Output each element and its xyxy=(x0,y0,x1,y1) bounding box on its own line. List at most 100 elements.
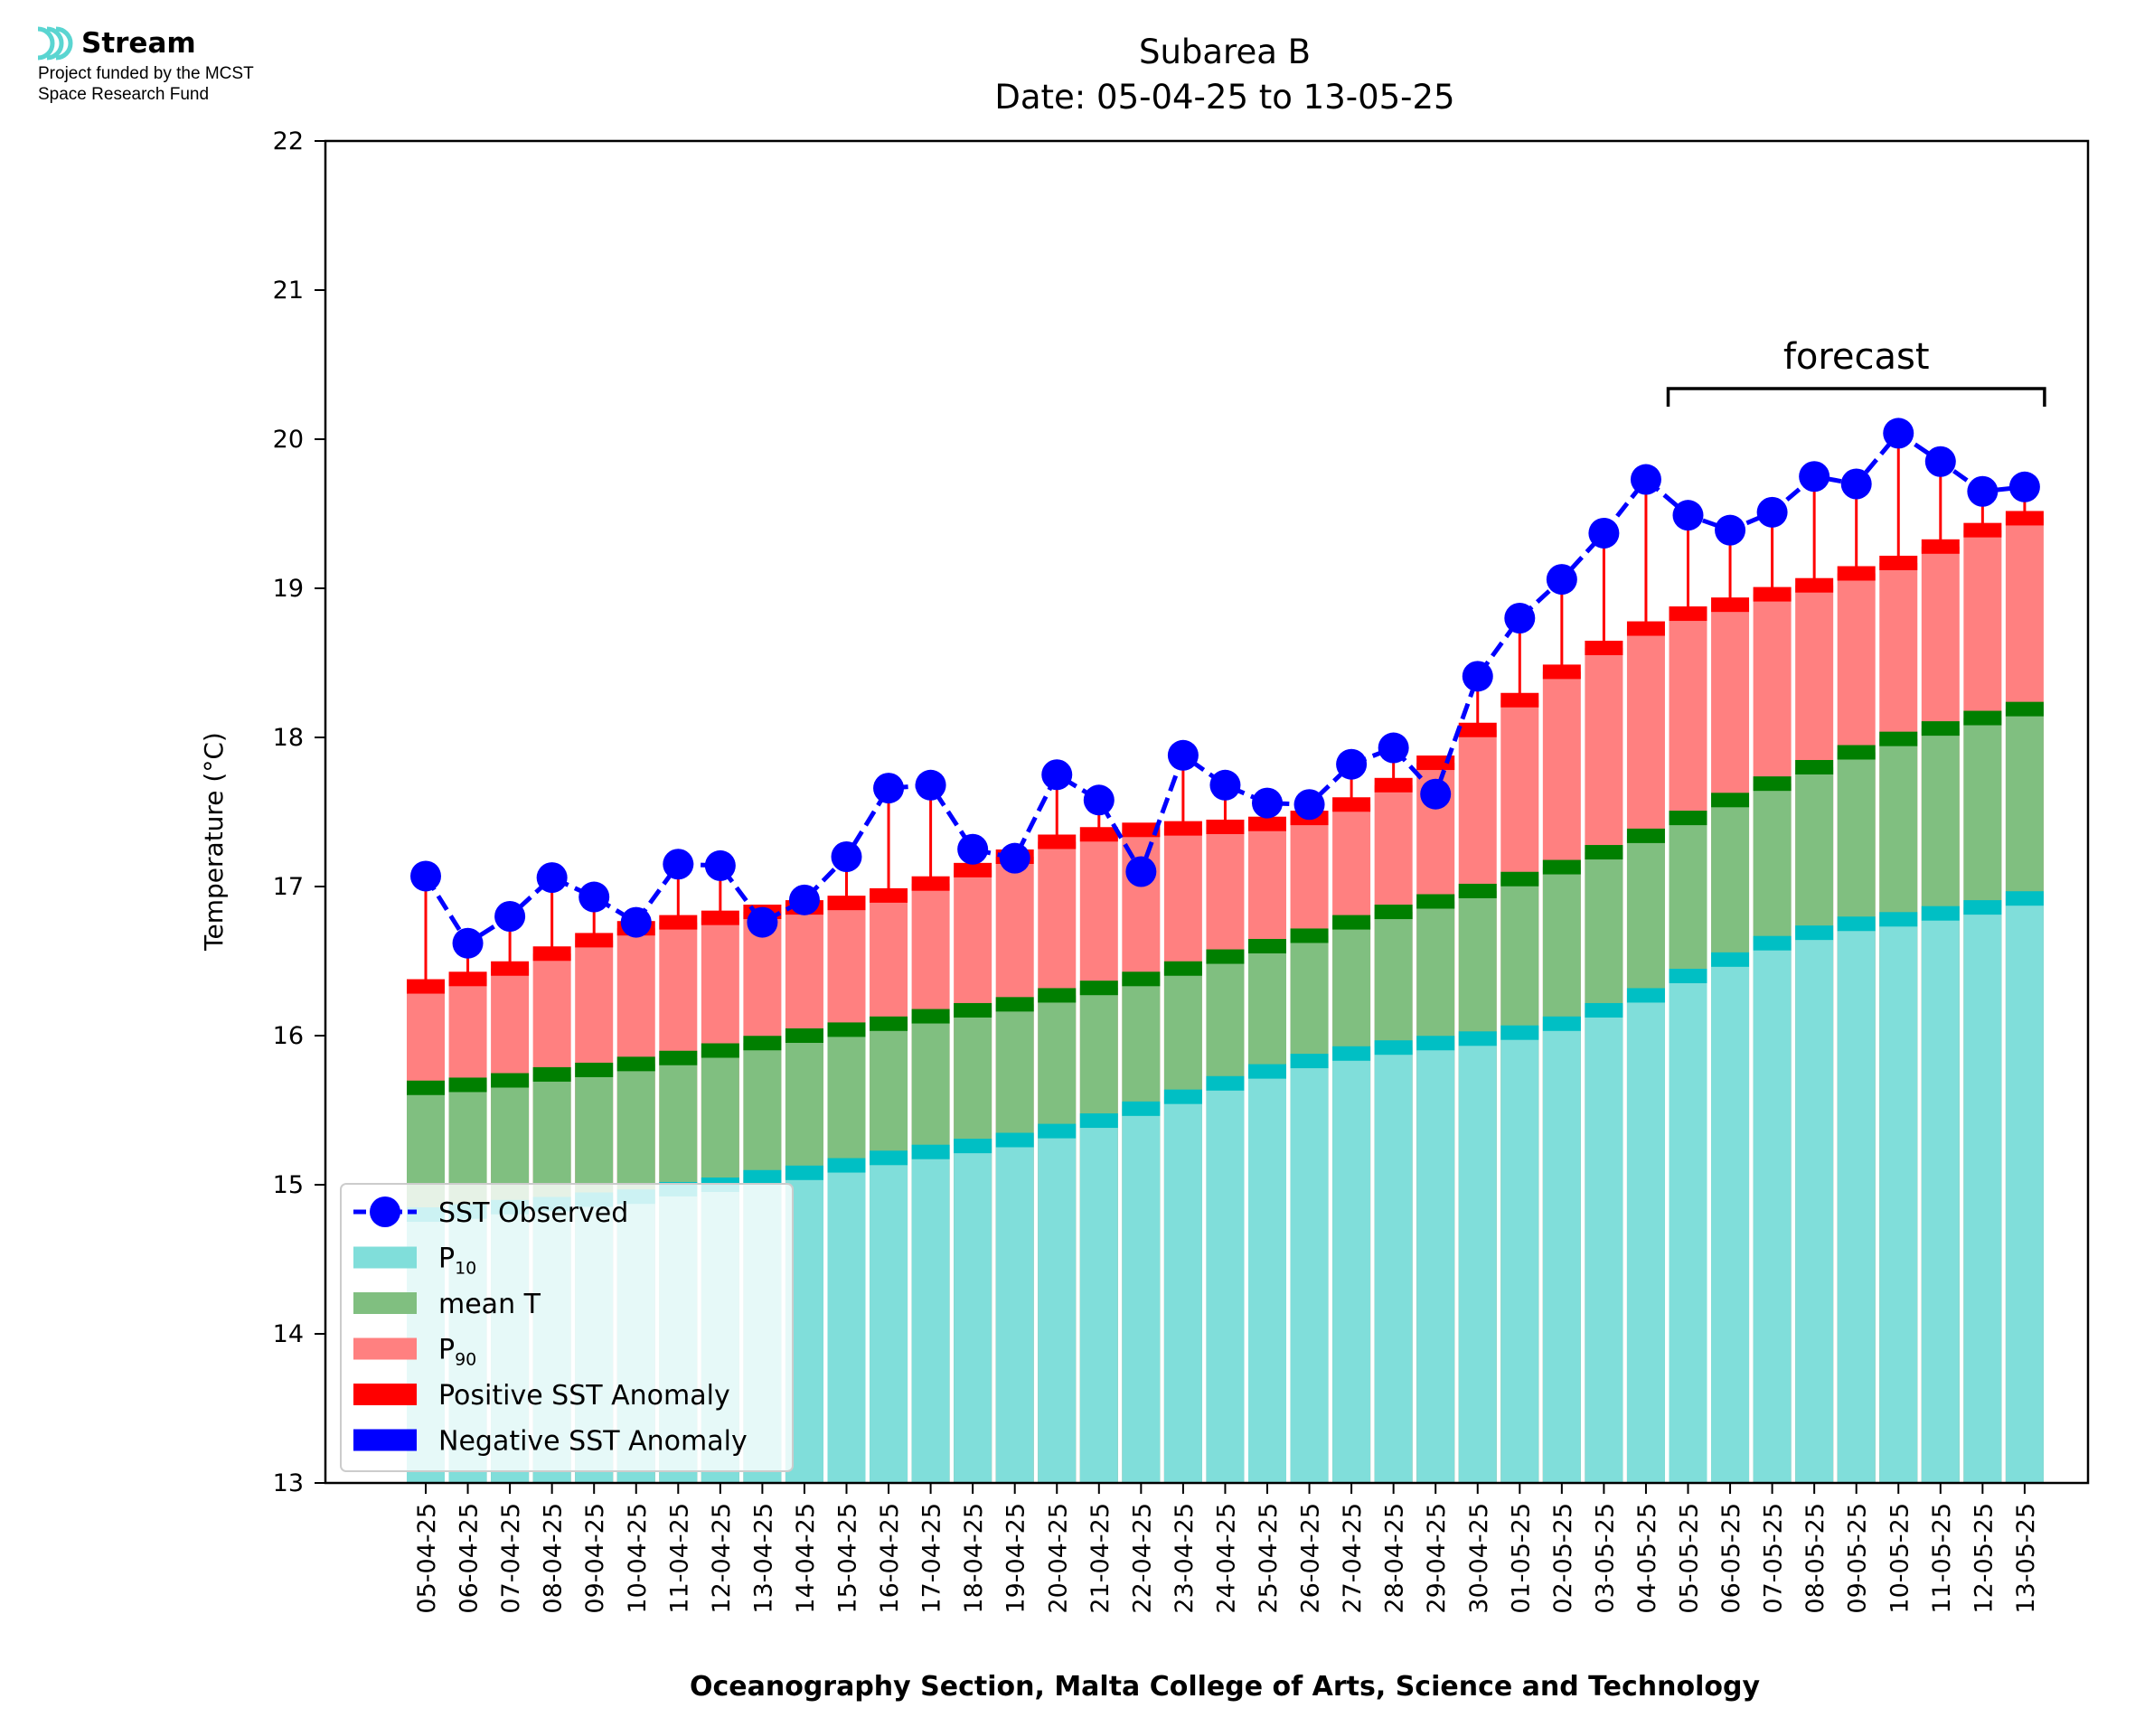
p10-bar xyxy=(1458,1038,1497,1483)
p10-bar-edge xyxy=(1963,900,2002,915)
mean-t-bar-edge xyxy=(1248,939,1286,953)
p10-bar xyxy=(1122,1108,1161,1483)
logo-funding-line-1: Project funded by the MCST xyxy=(38,64,254,83)
logo: Stream Project funded by the MCST Space … xyxy=(34,23,254,105)
sst-observed-point xyxy=(1252,787,1283,819)
p90-bar-edge xyxy=(1122,822,1161,838)
legend-entry-label: SST Observed xyxy=(438,1197,628,1229)
p10-bar xyxy=(1669,976,1707,1483)
p10-bar-edge xyxy=(827,1158,866,1173)
sst-observed-point xyxy=(1924,446,1956,477)
plot-frame xyxy=(324,139,2090,1485)
p10-bar xyxy=(1206,1083,1245,1483)
sst-observed-point xyxy=(663,849,694,880)
x-tick-label: 16-04-25 xyxy=(876,1503,904,1614)
sst-observed-point xyxy=(452,927,484,959)
x-tick-label: 05-04-25 xyxy=(413,1503,441,1614)
mean-t-bar-edge xyxy=(1669,811,1707,826)
mean-t-bar-edge xyxy=(785,1028,823,1043)
p10-bar-edge xyxy=(1122,1101,1161,1116)
y-tick-label: 21 xyxy=(273,277,304,305)
chart-subtitle: Date: 05-04-25 to 13-05-25 xyxy=(994,78,1454,117)
mean-t-bar-edge xyxy=(1416,894,1455,909)
p10-bar xyxy=(1500,1032,1539,1483)
p10-bar-edge xyxy=(1416,1036,1455,1051)
x-tick-label: 13-04-25 xyxy=(749,1503,777,1614)
x-tick-label: 07-05-25 xyxy=(1760,1503,1788,1614)
x-tick-label: 19-04-25 xyxy=(1002,1503,1030,1614)
p90-bar-edge xyxy=(1416,755,1455,771)
p10-bar-edge xyxy=(1711,952,1750,967)
p10-bar-edge xyxy=(1290,1054,1329,1069)
sst-observed-point xyxy=(1504,603,1536,633)
p10-bar xyxy=(1038,1131,1077,1483)
sst-observed-point xyxy=(788,884,820,915)
sst-observed-point xyxy=(1630,464,1661,495)
p10-bar-edge xyxy=(743,1169,782,1185)
x-tick-label: 21-04-25 xyxy=(1086,1503,1115,1614)
mean-t-bar-edge xyxy=(1795,760,1834,774)
x-tick-label: 22-04-25 xyxy=(1128,1503,1156,1614)
y-tick-label: 18 xyxy=(273,724,304,752)
sst-observed-point xyxy=(957,833,989,865)
sst-observed-point xyxy=(1715,514,1746,546)
x-tick-label: 24-04-25 xyxy=(1212,1503,1240,1614)
sst-observed-point xyxy=(704,849,736,881)
x-tick-label: 15-04-25 xyxy=(834,1503,862,1614)
sst-observed-point xyxy=(536,862,568,894)
x-tick-label: 13-05-25 xyxy=(2012,1503,2040,1614)
sst-observed-point xyxy=(1041,759,1073,791)
sst-observed-point xyxy=(1588,517,1620,549)
p10-bar xyxy=(1163,1096,1202,1483)
x-tick-label: 11-04-25 xyxy=(665,1503,693,1614)
sst-observed-point xyxy=(1546,564,1577,596)
mean-t-bar-edge xyxy=(532,1066,571,1082)
p10-bar xyxy=(1753,943,1792,1483)
mean-t-bar-edge xyxy=(911,1009,950,1024)
legend-box xyxy=(340,1183,794,1472)
x-tick-label: 04-05-25 xyxy=(1633,1503,1661,1614)
mean-t-bar-edge xyxy=(1753,776,1792,792)
legend-entry-label: Positive SST Anomaly xyxy=(438,1380,730,1412)
p10-bar-edge xyxy=(1542,1016,1581,1031)
x-tick-label: 09-05-25 xyxy=(1844,1503,1872,1614)
mean-t-bar-edge xyxy=(1626,828,1665,843)
p10-bar-edge xyxy=(1206,1075,1245,1091)
p10-bar-edge xyxy=(1879,912,1918,927)
sst-observed-point xyxy=(1799,461,1830,493)
y-tick-label: 19 xyxy=(273,575,304,603)
mean-t-bar-edge xyxy=(1711,793,1750,808)
sst-observed-point xyxy=(1083,784,1115,816)
y-tick-label: 16 xyxy=(273,1022,304,1050)
p10-bar-edge xyxy=(785,1165,823,1180)
mean-t-bar-edge xyxy=(448,1077,487,1093)
sst-observed-point xyxy=(1756,496,1788,528)
x-tick-label: 10-05-25 xyxy=(1886,1503,1914,1614)
sst-observed-point xyxy=(873,773,905,804)
sst-observed-point xyxy=(1167,739,1199,771)
mean-t-bar-edge xyxy=(1879,731,1918,746)
p10-bar-edge xyxy=(1332,1046,1371,1061)
mean-t-bar-edge xyxy=(870,1016,908,1031)
legend-patch-swatch xyxy=(353,1337,417,1360)
p10-bar xyxy=(1795,933,1834,1483)
y-tick-label: 14 xyxy=(273,1320,304,1348)
forecast-label: forecast xyxy=(1783,336,1930,378)
x-tick-label: 09-04-25 xyxy=(581,1503,609,1614)
mean-t-bar-edge xyxy=(407,1080,445,1095)
x-tick-label: 12-05-25 xyxy=(1970,1503,1998,1614)
sst-observed-point xyxy=(1378,732,1409,764)
x-tick-label: 03-05-25 xyxy=(1591,1503,1619,1614)
sst-observed-point xyxy=(999,842,1030,874)
x-tick-label: 20-04-25 xyxy=(1044,1503,1072,1614)
mean-t-bar-edge xyxy=(1079,981,1118,996)
p10-bar xyxy=(1879,919,1918,1483)
p10-bar-edge xyxy=(1079,1113,1118,1129)
axes-layer: 13 14 15 16 17 18 19 20 21 22 05-04-25 06-04-25 07-0… xyxy=(273,127,2090,1614)
mean-t-bar-edge xyxy=(1542,859,1581,875)
p10-bar xyxy=(1542,1023,1581,1483)
p10-bar-edge xyxy=(2005,891,2044,906)
mean-t-bar-edge xyxy=(1038,988,1077,1003)
